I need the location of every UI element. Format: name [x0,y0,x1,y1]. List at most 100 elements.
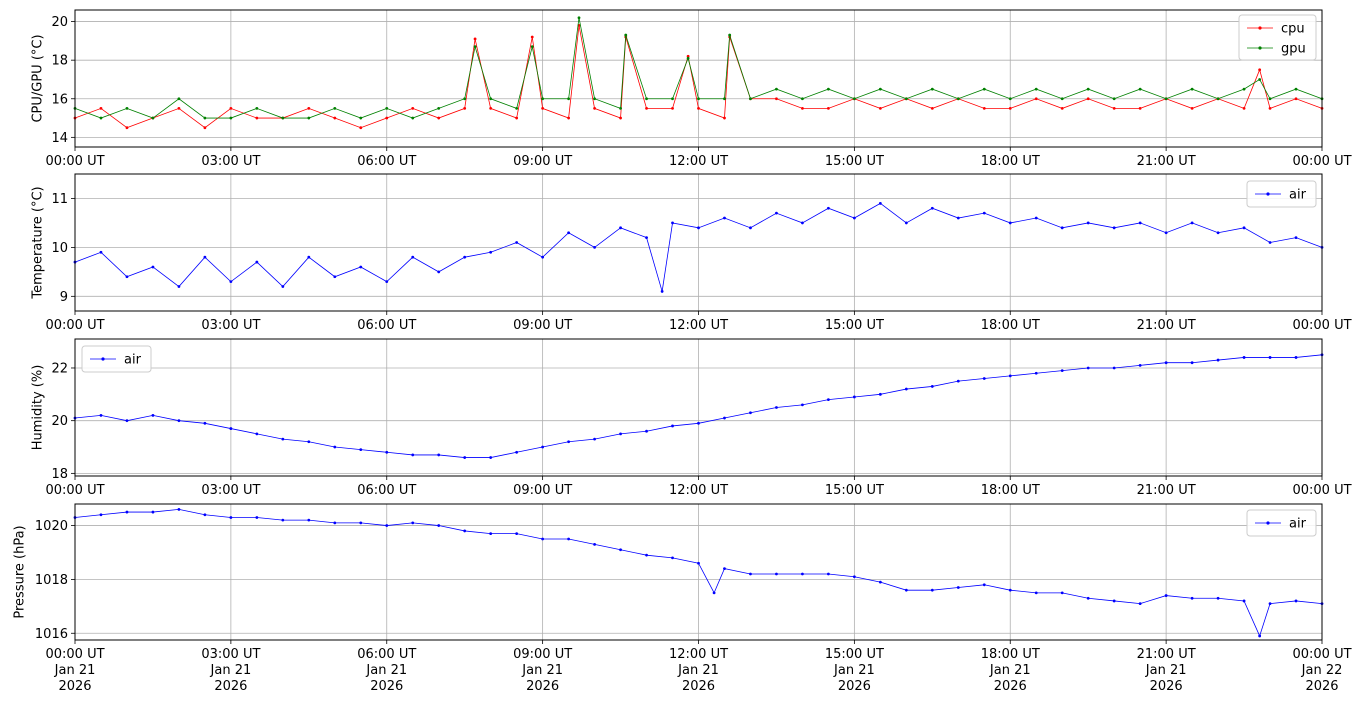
data-point-cpu [229,107,233,110]
y-tick-label: 1020 [35,519,68,534]
data-point-air [1242,599,1246,603]
data-point-cpu [567,116,571,120]
data-point-cpu [593,107,596,110]
data-point-air [1008,374,1012,378]
data-point-gpu [359,116,363,120]
data-point-cpu [515,116,519,120]
data-point-air [1112,226,1116,230]
data-point-air [1216,358,1220,362]
data-point-gpu [645,97,648,101]
series-line-cpu [74,25,1323,129]
data-point-air [826,572,830,576]
data-point-air [1138,221,1142,225]
data-point-air [229,427,233,430]
series-line-gpu [74,17,1323,119]
data-point-gpu [530,45,534,49]
x-tick-label: 09:00 UT [513,483,572,498]
data-point-air [723,216,726,220]
data-point-air [1216,596,1220,600]
legend-marker [1258,46,1262,50]
data-point-cpu [1086,97,1090,101]
y-tick-label: 14 [51,131,68,146]
data-point-air [541,537,545,541]
data-point-gpu [411,116,415,120]
data-point-gpu [1258,78,1262,81]
data-point-cpu [333,116,337,120]
data-point-air [1216,231,1220,235]
x-tick-label: 00:00 UT [45,318,104,333]
x-tick-label: 03:00 UT [201,154,260,169]
x-ticks: 00:00 UT Jan 21 2026 03:00 UT Jan 21 2026 06:0… [45,640,1352,694]
data-point-air [1086,366,1090,370]
data-point-gpu [801,97,804,101]
x-tick-label: 03:00 UT [201,483,260,498]
data-point-air [99,250,103,254]
x-tick-label: 15:00 UT [825,318,884,333]
data-point-gpu [567,97,571,101]
data-point-gpu [619,107,622,110]
y-tick-label: 20 [51,414,68,429]
x-tick-label: 15:00 UT Jan 21 2026 [825,647,884,694]
data-point-cpu [1268,107,1272,110]
data-point-air [1008,221,1012,225]
x-tick-label: 03:00 UT Jan 21 2026 [201,647,260,694]
data-point-air [671,424,674,428]
x-tick-label: 00:00 UT Jan 21 2026 [45,647,104,694]
data-point-air [203,513,207,517]
data-point-air [1034,216,1038,220]
data-point-air [801,403,804,407]
data-point-gpu [515,107,519,110]
data-point-gpu [473,45,477,49]
data-point-air [125,275,129,279]
data-point-air [333,521,337,525]
data-point-air [930,588,934,592]
data-point-air [645,236,648,240]
x-tick-label: 21:00 UT [1137,154,1196,169]
data-point-air [177,419,181,423]
data-point-cpu [489,107,493,110]
data-point-air [904,387,908,391]
x-tick-label: 06:00 UT [357,318,416,333]
x-tick-label: 21:00 UT [1137,318,1196,333]
data-point-cpu [385,116,389,120]
data-point-air [437,453,441,457]
data-point-cpu [697,107,700,110]
data-point-air [411,255,415,259]
data-point-air [489,532,493,536]
x-tick-label: 09:00 UT Jan 21 2026 [513,647,572,694]
grid-lines [74,174,1323,311]
data-point-cpu [686,54,690,58]
y-tick-label: 18 [51,467,68,482]
data-point-air [1086,596,1090,600]
data-point-air [515,241,519,244]
data-point-gpu [229,116,233,120]
data-point-air [1268,241,1272,244]
data-point-gpu [1164,97,1168,101]
data-point-gpu [671,97,674,101]
data-point-gpu [982,87,986,91]
data-point-cpu [1112,107,1116,110]
data-point-air [1294,356,1298,359]
data-point-air [567,537,571,541]
data-point-air [878,580,882,584]
data-point-gpu [151,116,155,120]
data-point-cpu [359,126,363,130]
x-ticks: 00:00 UT 03:00 UT 06:00 UT 09:00 UT 12:00 UT… [45,311,1352,333]
data-point-gpu [904,97,908,101]
data-point-air [749,572,752,576]
data-point-gpu [307,116,311,120]
y-ticks: 9 10 11 [51,192,75,305]
legend: air [81,345,152,373]
series-lines [73,201,1324,293]
data-point-air [151,510,155,514]
data-point-gpu [723,97,726,101]
data-point-air [281,518,285,522]
data-point-air [1034,591,1038,595]
x-tick-label: 06:00 UT [357,154,416,169]
x-tick-label: 18:00 UT [981,154,1040,169]
data-point-gpu [878,87,882,91]
data-point-air [307,440,311,444]
data-point-air [697,226,700,230]
legend: air [1246,180,1317,208]
x-tick-label: 03:00 UT [201,318,260,333]
